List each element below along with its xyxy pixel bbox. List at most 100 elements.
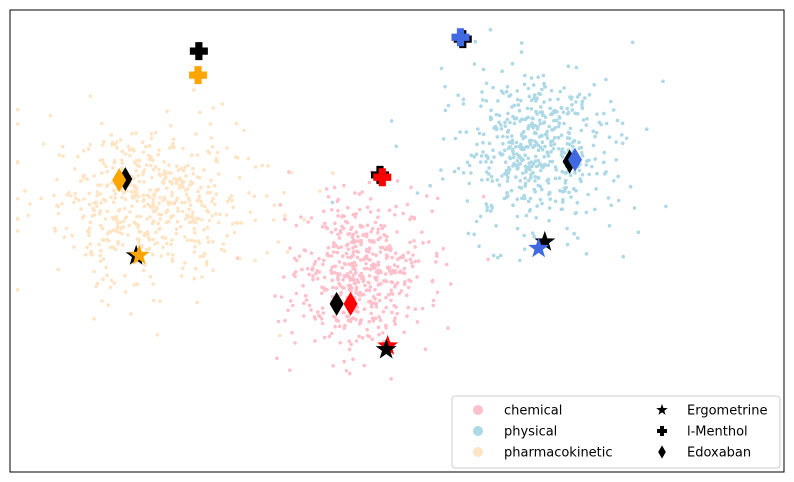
pharmacokinetic-point bbox=[148, 274, 153, 279]
cluster-points bbox=[15, 27, 668, 381]
pharmacokinetic-point bbox=[123, 290, 128, 295]
pharmacokinetic-point bbox=[283, 213, 287, 218]
pharmacokinetic-point bbox=[222, 249, 227, 253]
chemical-point bbox=[368, 210, 373, 214]
physical-point bbox=[601, 160, 606, 165]
pharmacokinetic-point bbox=[170, 190, 174, 195]
chemical-point bbox=[349, 227, 353, 231]
chemical-point bbox=[346, 247, 351, 251]
chemical-point bbox=[322, 275, 327, 280]
chemical-point bbox=[367, 257, 372, 262]
pharmacokinetic-point bbox=[204, 262, 209, 267]
pharmacokinetic-point bbox=[188, 203, 193, 207]
pharmacokinetic-point bbox=[100, 143, 105, 147]
pharmacokinetic-point bbox=[136, 194, 141, 199]
chemical-point bbox=[383, 278, 388, 283]
physical-point bbox=[561, 110, 566, 115]
physical-point bbox=[546, 177, 551, 182]
chemical-point bbox=[373, 263, 378, 268]
chemical-point bbox=[376, 227, 381, 232]
pharmacokinetic-point bbox=[115, 146, 119, 150]
physical-point bbox=[533, 159, 538, 163]
pharmacokinetic-point bbox=[96, 281, 100, 286]
pharmacokinetic-point bbox=[138, 214, 143, 219]
physical-point bbox=[561, 155, 565, 159]
chemical-point bbox=[341, 285, 345, 290]
pharmacokinetic-point bbox=[88, 142, 92, 147]
physical-point bbox=[456, 93, 460, 97]
chemical-point bbox=[326, 195, 331, 199]
pharmacokinetic-point bbox=[175, 219, 180, 224]
pharmacokinetic-point bbox=[112, 188, 116, 193]
chemical-point bbox=[351, 250, 356, 254]
pharmacokinetic-point bbox=[149, 132, 154, 136]
pharmacokinetic-point bbox=[181, 146, 185, 151]
pharmacokinetic-point bbox=[151, 298, 156, 303]
pharmacokinetic-point bbox=[108, 245, 113, 250]
physical-point bbox=[503, 120, 507, 125]
physical-point bbox=[511, 147, 515, 152]
chemical-point bbox=[324, 225, 328, 229]
pharmacokinetic-point bbox=[221, 242, 226, 246]
physical-point bbox=[523, 176, 527, 180]
pharmacokinetic-point bbox=[135, 214, 139, 219]
chemical-point bbox=[361, 233, 365, 238]
pharmacokinetic-point bbox=[97, 242, 101, 247]
chemical-point bbox=[309, 216, 314, 220]
physical-point bbox=[557, 116, 562, 120]
pharmacokinetic-point bbox=[57, 153, 61, 157]
pharmacokinetic-point bbox=[15, 161, 20, 165]
pharmacokinetic-point bbox=[146, 202, 150, 206]
pharmacokinetic-point bbox=[138, 158, 142, 163]
pharmacokinetic-point bbox=[115, 227, 119, 232]
physical-point bbox=[492, 155, 496, 159]
physical-point bbox=[546, 163, 551, 167]
physical-point bbox=[556, 135, 560, 140]
chemical-point bbox=[331, 364, 335, 368]
physical-point bbox=[584, 163, 589, 167]
physical-point bbox=[548, 106, 552, 111]
physical-point bbox=[547, 124, 551, 129]
pharmacokinetic-point bbox=[98, 212, 102, 216]
chemical-point bbox=[381, 309, 386, 314]
pharmacokinetic-point bbox=[185, 238, 190, 243]
chemical-point bbox=[384, 256, 389, 260]
chemical-point bbox=[360, 190, 365, 194]
chemical-point bbox=[395, 179, 400, 183]
chemical-point bbox=[405, 202, 410, 207]
chemical-point bbox=[376, 231, 380, 235]
pharmacokinetic-point bbox=[105, 209, 110, 214]
chemical-point bbox=[329, 230, 334, 235]
physical-point bbox=[495, 126, 499, 131]
pharmacokinetic-point bbox=[188, 183, 192, 187]
chemical-point bbox=[304, 298, 309, 302]
physical-point bbox=[526, 145, 530, 149]
chemical-point bbox=[354, 230, 359, 234]
ergometrine-physical-marker bbox=[534, 230, 556, 251]
physical-point bbox=[540, 187, 544, 192]
pharmacokinetic-point bbox=[100, 171, 104, 175]
physical-point bbox=[609, 203, 613, 208]
chemical-point bbox=[408, 257, 413, 262]
chemical-point bbox=[293, 341, 297, 345]
legend-label: chemical bbox=[504, 404, 562, 419]
physical-point bbox=[548, 159, 552, 164]
chemical-point bbox=[338, 341, 343, 345]
chemical-point bbox=[337, 260, 342, 264]
physical-point bbox=[526, 126, 530, 131]
chemical-point bbox=[346, 242, 350, 246]
pharmacokinetic-point bbox=[186, 163, 190, 168]
pharmacokinetic-point bbox=[151, 197, 155, 201]
pharmacokinetic-point bbox=[99, 201, 103, 205]
physical-point bbox=[539, 105, 543, 109]
chemical-point bbox=[393, 251, 398, 256]
physical-point bbox=[500, 174, 504, 178]
chemical-point bbox=[316, 277, 320, 281]
physical-point bbox=[512, 117, 517, 121]
physical-point bbox=[526, 199, 531, 204]
physical-point bbox=[559, 133, 564, 137]
chemical-point bbox=[420, 306, 425, 311]
physical-point bbox=[554, 118, 559, 123]
pharmacokinetic-point bbox=[157, 212, 161, 217]
physical-point bbox=[534, 164, 539, 168]
